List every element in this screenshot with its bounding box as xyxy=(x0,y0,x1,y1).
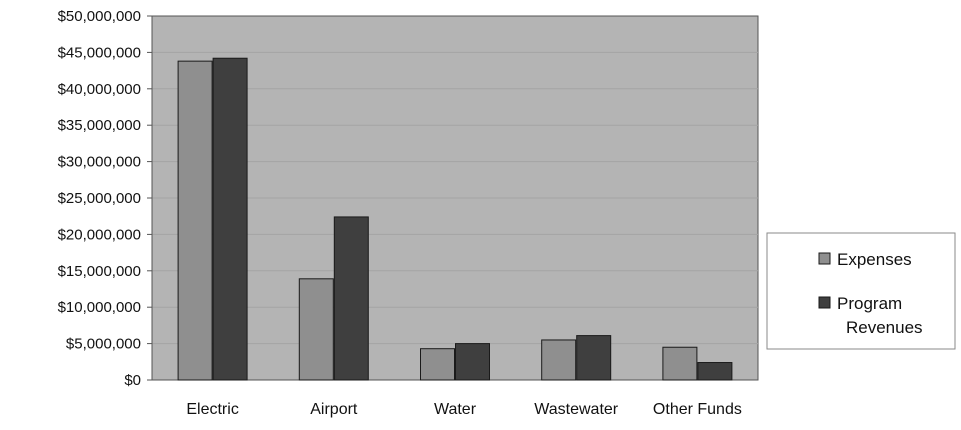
x-tick-label: Airport xyxy=(310,401,358,418)
x-tick-label: Other Funds xyxy=(653,401,742,418)
y-tick-label: $15,000,000 xyxy=(58,263,141,280)
x-tick-label: Electric xyxy=(186,401,238,418)
legend-label: Expenses xyxy=(837,250,912,269)
y-tick-label: $40,000,000 xyxy=(58,81,141,98)
program-revenues-bar xyxy=(333,216,369,381)
y-tick-label: $50,000,000 xyxy=(58,8,141,25)
expenses-bar xyxy=(298,278,334,381)
expenses-bar xyxy=(177,60,213,381)
legend-swatch-expenses xyxy=(818,252,831,265)
y-tick-label: $45,000,000 xyxy=(58,44,141,61)
program-revenues-bar xyxy=(455,343,490,381)
y-tick-label: $5,000,000 xyxy=(66,336,141,353)
y-tick-label: $35,000,000 xyxy=(58,117,141,134)
program-revenues-bar xyxy=(576,335,612,381)
x-tick-label: Water xyxy=(434,401,477,418)
legend-swatch-program-revenues xyxy=(818,296,831,309)
y-tick-label: $25,000,000 xyxy=(58,190,141,207)
expenses-bar xyxy=(662,346,698,381)
program-revenues-bar xyxy=(212,57,248,381)
y-tick-label: $0 xyxy=(124,372,141,389)
legend-label: Revenues xyxy=(846,318,923,337)
x-tick-label: Wastewater xyxy=(534,401,619,418)
expenses-bar xyxy=(420,348,455,381)
y-tick-label: $10,000,000 xyxy=(58,299,141,316)
legend-box xyxy=(766,232,956,350)
y-tick-label: $30,000,000 xyxy=(58,154,141,171)
expenses-bar xyxy=(541,339,577,381)
program-revenues-bar xyxy=(697,362,733,381)
y-tick-label: $20,000,000 xyxy=(58,226,141,243)
legend-label: Program xyxy=(837,294,902,313)
